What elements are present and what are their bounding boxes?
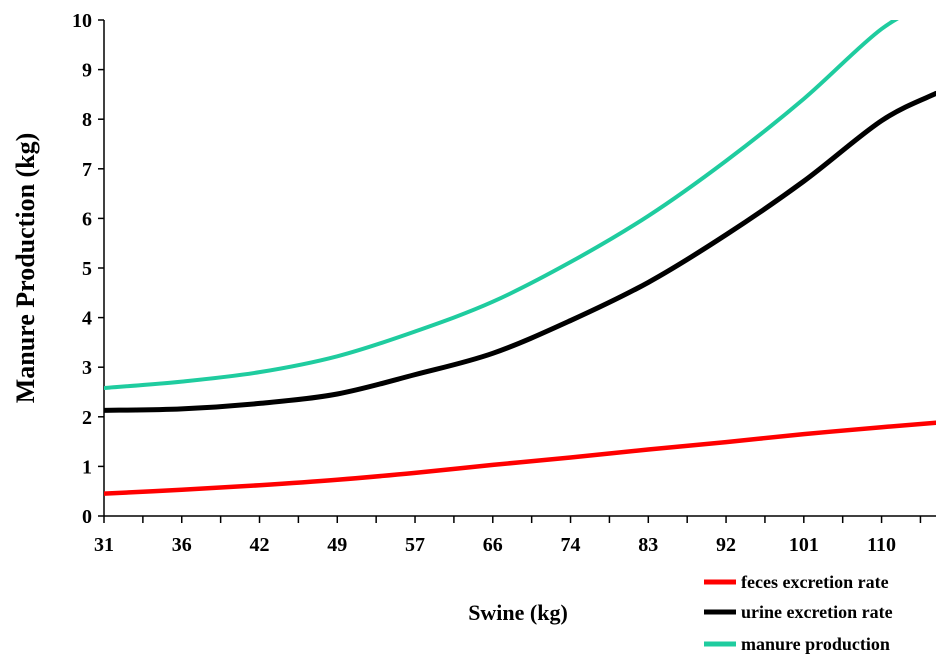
series-line-urine (104, 90, 936, 413)
x-axis-title: Swine (kg) (468, 600, 568, 625)
y-axis-title: Manure Production (kg) (11, 133, 40, 404)
legend-label: manure production (741, 634, 890, 654)
y-tick-label: 6 (82, 208, 92, 230)
x-tick-label: 110 (867, 534, 896, 556)
x-tick-label: 36 (172, 534, 192, 556)
legend-label: urine excretion rate (741, 602, 893, 622)
y-tick-label: 1 (82, 456, 92, 478)
legend-label: feces excretion rate (741, 572, 889, 592)
x-tick-label: 83 (638, 534, 658, 556)
y-tick-label: 0 (82, 506, 92, 528)
y-tick-label: 9 (82, 60, 92, 82)
y-tick-label: 8 (82, 109, 92, 131)
y-tick-label: 10 (72, 10, 92, 32)
y-tick-label: 4 (82, 308, 92, 330)
series-line-manure (104, 20, 899, 391)
x-tick-label: 92 (716, 534, 736, 556)
series-group (104, 20, 936, 496)
x-tick-label: 42 (250, 534, 270, 556)
x-tick-label: 31 (94, 534, 114, 556)
y-tick-label: 7 (82, 159, 92, 181)
y-tick-label: 3 (82, 357, 92, 379)
y-tick-label: 5 (82, 258, 92, 280)
legend: feces excretion rate urine excretion rate… (704, 572, 893, 654)
x-tick-label: 74 (561, 534, 581, 556)
y-tick-label: 2 (82, 407, 92, 429)
x-tick-label: 66 (483, 534, 503, 556)
x-tick-label: 101 (789, 534, 819, 556)
x-axis-ticks: 31 36 42 49 57 66 74 83 92 101 110 (94, 516, 922, 556)
x-tick-label: 49 (327, 534, 347, 556)
y-axis-ticks: 0 1 2 3 4 5 6 7 8 9 10 (72, 10, 104, 528)
series-line-feces (104, 420, 936, 496)
x-tick-label: 57 (405, 534, 425, 556)
